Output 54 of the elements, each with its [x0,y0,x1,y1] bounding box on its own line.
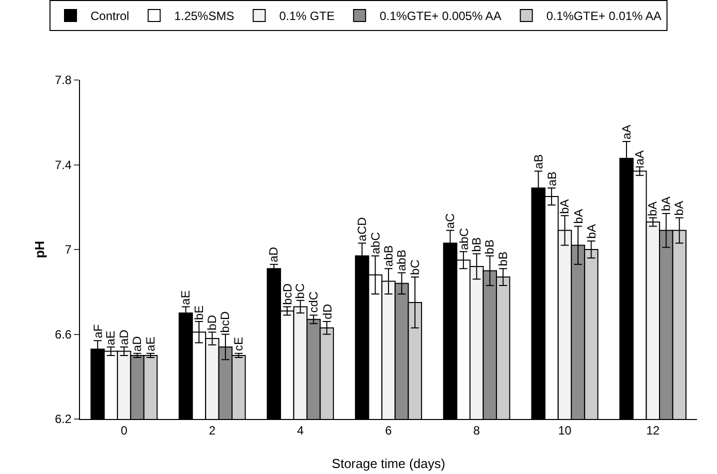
annotation: aE [178,290,193,305]
annotation: aB [532,154,546,169]
annotation: bC [408,259,422,275]
y-tick-label: 6.2 [54,412,72,426]
y-axis-title: pH [32,240,47,258]
annotation: aE [144,336,158,352]
legend-label: 1.25%SMS [174,9,234,24]
annotation: aA [632,150,646,166]
x-tick-label: 8 [473,423,480,438]
x-tick-label: 12 [646,423,660,438]
annotation: bA [672,200,686,216]
legend-label: 0.1%GTE+ 0.01% AA [546,9,662,24]
annotation: bA [571,209,586,224]
annotation: aC [442,212,457,229]
legend-label: Control [90,9,130,24]
annotation: aD [266,246,281,262]
annotation: bA [558,199,572,214]
legend-label: 0.1% GTE [279,9,335,24]
annotation: aD [117,329,132,346]
annotation: bD [205,314,220,330]
annotation: bA [659,196,674,212]
legend-label: 0.1%GTE+ 0.005% AA [380,9,502,24]
y-tick-label: 6.6 [54,327,72,342]
annotation: aD [130,336,144,352]
y-tick-label: 7.4 [54,158,72,172]
annotation: aCD [354,216,369,242]
annotation: abB [381,245,396,267]
annotation: aA [620,124,634,140]
y-tick-label: 7.8 [54,73,72,88]
annotation: bcD [218,311,232,333]
annotation: aB [545,171,559,186]
annotation: bB [482,240,496,254]
annotation: bA [584,224,599,239]
x-tick-label: 10 [558,423,572,438]
y-tick-label: 7 [64,242,72,257]
annotation: aE [103,330,118,346]
annotation: abC [368,232,382,254]
annotation: abB [394,250,408,272]
annotation: abC [456,228,471,250]
x-axis-title: Storage time (days) [332,456,446,471]
annotation: aF [91,324,106,338]
annotation: bcD [280,283,294,305]
annotation: bB [496,251,510,266]
annotation: dD [320,304,334,320]
annotation: bA [646,201,660,216]
x-tick-label: 0 [120,423,128,438]
annotation: cdC [306,291,320,313]
x-tick-label: 4 [297,423,304,438]
annotation: cE [231,336,246,351]
annotation: bB [469,237,484,252]
annotation: bE [192,305,206,320]
annotation: bC [293,283,308,299]
x-tick-label: 2 [208,423,216,438]
x-tick-label: 6 [385,423,392,438]
